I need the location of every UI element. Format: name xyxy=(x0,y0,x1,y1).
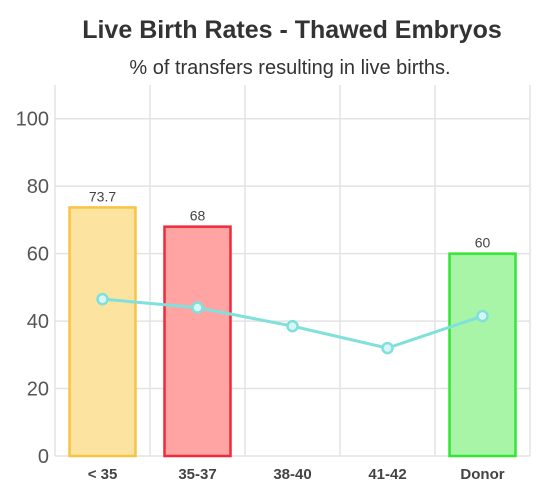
y-tick-label: 40 xyxy=(27,311,49,333)
x-tick-label: 38-40 xyxy=(273,466,311,483)
bar xyxy=(68,206,137,458)
bar-layer xyxy=(68,206,517,458)
chart-title: Live Birth Rates - Thawed Embryos xyxy=(82,16,502,44)
line-point xyxy=(191,301,204,314)
y-tick-label: 100 xyxy=(16,109,49,131)
y-tick-label: 0 xyxy=(38,446,49,468)
line-point xyxy=(381,341,394,355)
y-tick-label: 80 xyxy=(27,176,49,198)
bar-data-label: 68 xyxy=(190,208,206,224)
line-point xyxy=(286,319,299,333)
y-tick-label: 20 xyxy=(27,379,49,401)
x-tick-label: 35-37 xyxy=(178,466,216,483)
y-tick-label: 60 xyxy=(27,244,49,266)
x-tick-label: < 35 xyxy=(88,466,118,483)
bar xyxy=(448,252,517,458)
chart-subtitle: % of transfers resulting in live births. xyxy=(129,57,451,79)
line-point xyxy=(96,292,109,306)
x-tick-label: 41-42 xyxy=(368,466,406,483)
line-point xyxy=(476,309,489,323)
label-layer: 0 20 40 60 80 100 73.7 68 60 < 35 35-37 38-40 41-42 D… xyxy=(16,109,505,483)
x-tick-label: Donor xyxy=(460,466,504,483)
bar xyxy=(163,225,232,458)
bar-data-label: 60 xyxy=(475,235,491,251)
bar-data-label: 73.7 xyxy=(89,188,116,204)
line-layer xyxy=(96,292,489,355)
